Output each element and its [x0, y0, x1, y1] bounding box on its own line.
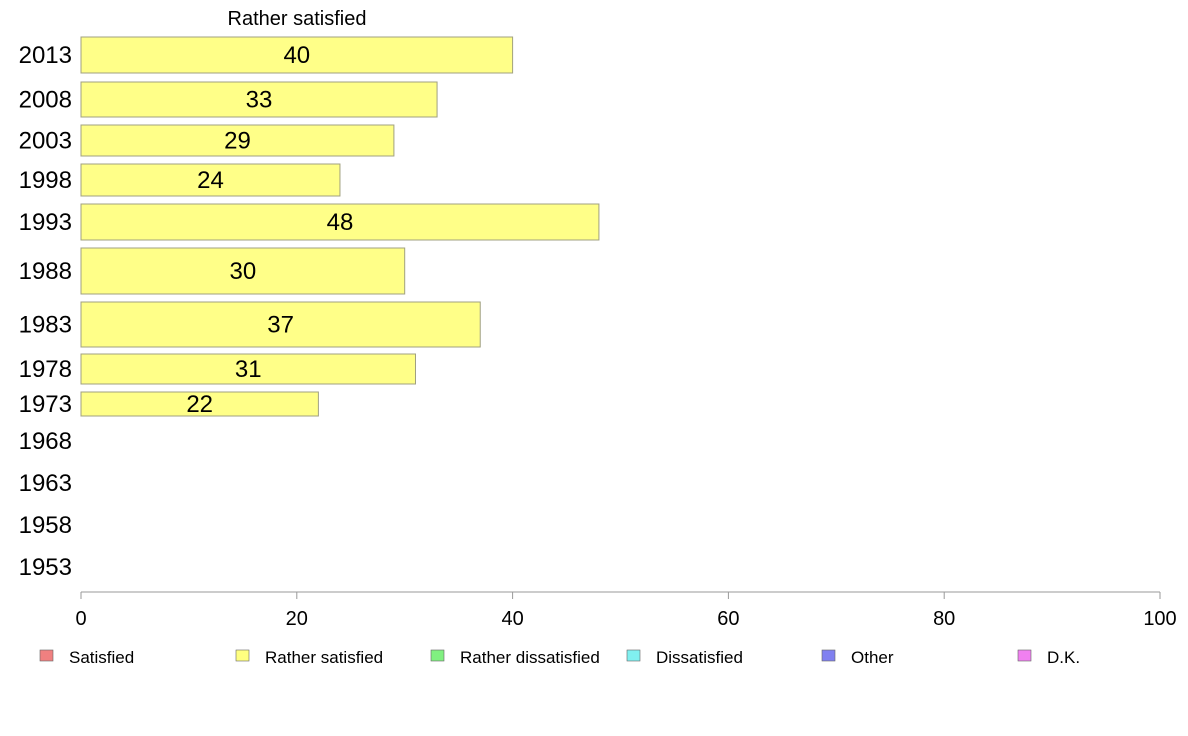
- x-axis: 0 20 40 60 80 100: [75, 591, 1177, 630]
- legend-label-rather-dissatisfied: Rather dissatisfied: [460, 648, 600, 667]
- bar-1978: [80, 353, 416, 385]
- bar-1993: [80, 203, 600, 241]
- legend-label-d-k: D.K.: [1047, 648, 1080, 667]
- data-label-1978: 31: [235, 356, 262, 383]
- y-label-1998: 1998: [19, 167, 72, 194]
- legend-label-rather-satisfied: Rather satisfied: [265, 648, 383, 667]
- y-label-1963: 1963: [19, 470, 72, 497]
- y-label-1968: 1968: [19, 428, 72, 455]
- data-label-1988: 30: [229, 258, 256, 285]
- data-label-1983: 37: [267, 312, 294, 339]
- y-label-1983: 1983: [19, 312, 72, 339]
- y-label-1973: 1973: [19, 391, 72, 418]
- bar-2013: [80, 36, 514, 74]
- y-label-2008: 2008: [19, 87, 72, 114]
- chart-title: Rather satisfied: [228, 8, 367, 30]
- y-label-1953: 1953: [19, 554, 72, 581]
- bar-1988: [80, 247, 406, 295]
- legend-swatch-d-k: [1017, 649, 1032, 662]
- bar-1998: [80, 163, 341, 197]
- y-label-1988: 1988: [19, 258, 72, 285]
- bar-1973: [80, 391, 319, 417]
- x-tick-label-100: 100: [1143, 608, 1176, 630]
- legend: Satisfied Rather satisfied Rather dissatis…: [39, 648, 1080, 667]
- x-tick-label-20: 20: [286, 608, 308, 630]
- data-label-1973: 22: [186, 391, 213, 418]
- y-label-2003: 2003: [19, 128, 72, 155]
- legend-label-dissatisfied: Dissatisfied: [656, 648, 743, 667]
- bar-2003: [80, 124, 395, 157]
- bar-2008: [80, 81, 438, 118]
- data-label-2008: 33: [246, 87, 273, 114]
- y-label-2013: 2013: [19, 42, 72, 69]
- data-label-2013: 40: [283, 42, 310, 69]
- x-tick-label-0: 0: [75, 608, 86, 630]
- data-label-2003: 29: [224, 128, 251, 155]
- x-tick-label-80: 80: [933, 608, 955, 630]
- legend-label-satisfied: Satisfied: [69, 648, 134, 667]
- legend-swatch-dissatisfied: [626, 649, 641, 662]
- data-label-1998: 24: [197, 167, 224, 194]
- legend-swatch-other: [821, 649, 836, 662]
- legend-swatch-rather-satisfied: [235, 649, 250, 662]
- legend-swatch-rather-dissatisfied: [430, 649, 445, 662]
- x-tick-label-60: 60: [717, 608, 739, 630]
- legend-label-other: Other: [851, 648, 894, 667]
- bar-1983: [80, 301, 481, 348]
- y-label-1978: 1978: [19, 356, 72, 383]
- x-tick-label-40: 40: [501, 608, 523, 630]
- data-label-1993: 48: [327, 209, 354, 236]
- y-label-1958: 1958: [19, 512, 72, 539]
- y-label-1993: 1993: [19, 209, 72, 236]
- y-axis-labels: 2013 2008 2003 1998 1993 1988 1983 1978 1973 1968…: [19, 42, 72, 581]
- legend-swatch-satisfied: [39, 649, 54, 662]
